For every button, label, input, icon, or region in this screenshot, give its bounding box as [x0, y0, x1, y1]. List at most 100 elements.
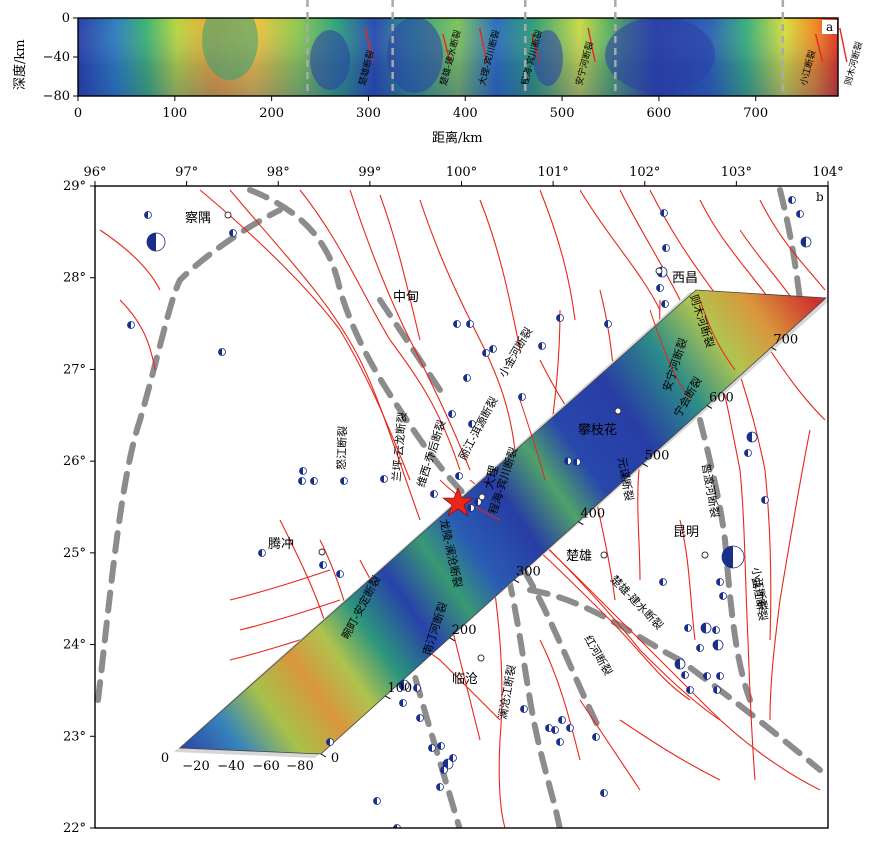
- panel-a-fault-line: [814, 33, 824, 63]
- profile-distance-tick: [385, 695, 391, 700]
- fault-line: [119, 299, 156, 371]
- profile-depth-labels: 0 −20 −40 −60 −80 0: [161, 751, 339, 774]
- lat-tick-label: 26°: [63, 454, 86, 469]
- fault-line: [649, 309, 691, 401]
- city-marker-lincang: [477, 654, 485, 662]
- earthquake-marker: [440, 766, 448, 774]
- profile-distance-tick: [642, 463, 648, 467]
- profile-distance-label: 400: [580, 507, 605, 522]
- fault-lines: [99, 189, 826, 828]
- lon-tick-label: 100°: [446, 165, 477, 180]
- city-label-chuxiong: 楚雄: [566, 549, 592, 564]
- fault-line: [199, 189, 411, 481]
- earthquake-marker: [398, 679, 410, 691]
- earthquake-marker: [686, 686, 694, 694]
- city-label-kunming: 昆明: [673, 525, 699, 540]
- fault-line: [649, 189, 721, 301]
- profile-distance-label: 100: [387, 681, 412, 696]
- profile-distance-tick: [513, 579, 520, 584]
- panel-a-depth-shade: [78, 18, 838, 96]
- city-markers: [224, 211, 709, 662]
- earthquake-marker: [299, 467, 307, 475]
- earthquake-marker: [482, 349, 490, 357]
- earthquake-marker: [518, 393, 526, 401]
- lon-tick-label: 104°: [812, 165, 843, 180]
- earthquake-marker: [592, 733, 600, 741]
- panel-a-dashes: [306, 0, 785, 96]
- city-label-tengchong: 腾冲: [268, 536, 294, 552]
- fault-line: [299, 189, 461, 471]
- earthquake-marker: [326, 738, 334, 746]
- fault-line: [519, 519, 721, 721]
- earthquake-marker: [466, 320, 474, 328]
- city-marker-panzhihua: [614, 407, 622, 415]
- lon-tick-label: 103°: [721, 165, 752, 180]
- profile-band-shade: [180, 290, 826, 754]
- profile-distance-label: 700: [773, 332, 798, 347]
- panel-a-fault-line: [587, 27, 596, 63]
- earthquake-marker: [455, 472, 463, 480]
- panel-a: a 楚雄断裂 楚雄-建水断裂 大理-宾川断裂 程海-宾川断裂 安宁河断裂 小江断裂 则木河断…: [12, 0, 865, 146]
- earthquake-marker: [662, 244, 670, 252]
- earthquake-marker: [684, 624, 692, 632]
- panel-a-fault-line: [531, 33, 540, 63]
- city-marker-chayu: [224, 211, 232, 219]
- profile-distance-tick: [449, 637, 455, 642]
- city-labels: 察隅 西昌 中甸 攀枝花 昆明 楚雄 腾冲 临沧 大理: [185, 211, 699, 687]
- earthquake-marker: [319, 561, 327, 569]
- lat-tick-label: 22°: [63, 821, 86, 836]
- lon-tick-label: 99°: [358, 165, 381, 180]
- panel-a-xtick-label: 600: [646, 106, 671, 121]
- lat-tick-label: 27°: [63, 362, 86, 377]
- panel-a-x-axis: 0 100 200 300 400 500 600 700: [74, 96, 768, 121]
- block-boundary: [247, 187, 603, 733]
- earthquake-marker: [716, 672, 724, 680]
- panel-b: 察隅 西昌 中甸 攀枝花 昆明 楚雄 腾冲 临沧 大理 安宁河断裂 则木河断裂 …: [63, 165, 844, 836]
- earthquake-marker: [437, 742, 445, 750]
- earthquake-marker: [703, 672, 711, 680]
- earthquake-marker: [788, 196, 796, 204]
- block-boundary: [697, 417, 753, 703]
- panel-a-fault-line: [839, 27, 848, 63]
- fault-line: [679, 519, 696, 641]
- profile-distance-tick: [771, 346, 777, 351]
- earthquake-marker: [713, 686, 721, 694]
- lat-tick-label: 24°: [63, 638, 86, 653]
- fault-line: [699, 199, 771, 301]
- panel-b-tag-box: [813, 190, 826, 204]
- earthquake-marker: [659, 578, 667, 586]
- lat-tick-label: 28°: [63, 271, 86, 286]
- lon-tick-label: 98°: [267, 165, 290, 180]
- earthquake-marker: [399, 699, 407, 707]
- fault-line: [759, 199, 826, 291]
- fault-line: [349, 189, 471, 471]
- profile-depth-label: −60: [252, 759, 279, 774]
- earthquake-marker: [656, 284, 664, 292]
- earthquake-marker: [556, 738, 564, 746]
- city-label-panzhihua: 攀枝花: [578, 422, 617, 438]
- earthquake-marker: [700, 622, 712, 634]
- earthquake-marker: [721, 545, 745, 569]
- earthquake-marker: [436, 783, 444, 791]
- panel-a-xtick-label: 0: [74, 106, 82, 121]
- profile-distance-labels: 100 200 300 400 500 600 700: [320, 332, 798, 758]
- fault-line: [579, 189, 661, 311]
- profile-depth-label: −40: [217, 759, 244, 774]
- panel-a-xtick-label: 200: [259, 106, 284, 121]
- earthquake-marker: [453, 320, 461, 328]
- earthquake-marker: [340, 477, 348, 485]
- earthquake-marker: [746, 431, 758, 443]
- lat-tick-label: 23°: [63, 729, 86, 744]
- city-label-chayu: 察隅: [185, 211, 211, 226]
- profile-depth-label: 0: [331, 751, 339, 766]
- longitude-axis: 96° 97° 98° 99° 100° 101° 102° 103° 104°: [83, 165, 844, 186]
- fault-line: [419, 199, 516, 451]
- earthquake-marker: [336, 570, 344, 578]
- profile-distance-label: 500: [645, 449, 670, 464]
- profile-band: [180, 290, 826, 754]
- earthquake-marker: [719, 592, 727, 600]
- fault-line: [519, 399, 546, 481]
- earthquake-marker: [744, 449, 752, 457]
- lon-tick-label: 102°: [629, 165, 660, 180]
